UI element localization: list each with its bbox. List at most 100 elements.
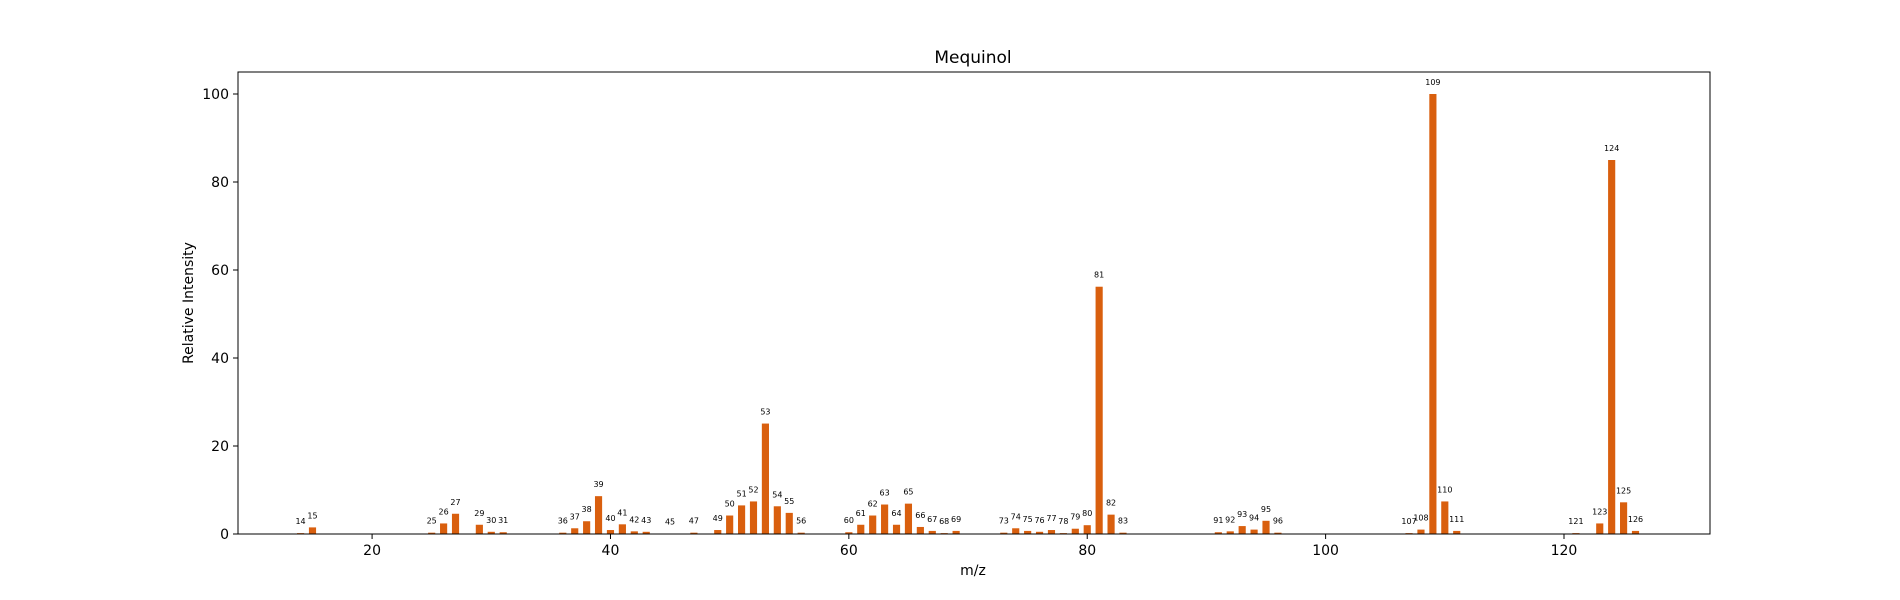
bar-label-mz-25: 25: [427, 517, 437, 526]
bar-label-mz-45: 45: [665, 518, 675, 527]
bar-mz-41: [618, 524, 626, 534]
x-tick-label: 120: [1551, 543, 1578, 559]
x-tick-label: 20: [363, 543, 381, 559]
bar-label-mz-67: 67: [927, 515, 937, 524]
bar-label-mz-37: 37: [570, 512, 580, 521]
y-tick-label: 0: [220, 527, 229, 543]
bar-label-mz-41: 41: [617, 508, 627, 517]
bar-label-mz-79: 79: [1070, 513, 1080, 522]
bar-mz-69: [952, 530, 960, 534]
x-tick-label: 40: [602, 543, 620, 559]
bar-mz-49: [714, 530, 722, 534]
bar-mz-61: [857, 524, 865, 534]
bar-mz-94: [1250, 529, 1258, 534]
bar-mz-15: [308, 527, 317, 534]
bar-mz-81: [1095, 286, 1103, 534]
bar-label-mz-69: 69: [951, 515, 961, 524]
bar-mz-37: [571, 528, 579, 534]
bar-label-mz-125: 125: [1616, 486, 1631, 495]
bar-label-mz-14: 14: [295, 517, 305, 526]
bar-label-mz-42: 42: [629, 515, 639, 524]
bar-label-mz-77: 77: [1046, 514, 1056, 523]
bar-label-mz-81: 81: [1094, 271, 1104, 280]
bar-label-mz-75: 75: [1023, 515, 1033, 524]
bar-label-mz-56: 56: [796, 517, 806, 526]
bar-label-mz-80: 80: [1082, 509, 1092, 518]
bar-label-mz-126: 126: [1628, 515, 1643, 524]
bar-label-mz-95: 95: [1261, 505, 1271, 514]
bar-mz-55: [785, 512, 793, 534]
bar-mz-47: [690, 532, 698, 534]
bar-mz-91: [1214, 532, 1222, 534]
plot-frame: [237, 71, 1711, 535]
bar-label-mz-27: 27: [450, 498, 460, 507]
bar-label-mz-76: 76: [1034, 516, 1044, 525]
bar-mz-38: [583, 521, 591, 534]
bar-label-mz-51: 51: [736, 489, 746, 498]
bar-mz-50: [726, 515, 734, 534]
chart-title: Mequinol: [934, 48, 1011, 68]
bar-mz-92: [1226, 531, 1234, 534]
bar-mz-66: [916, 526, 924, 534]
bar-label-mz-39: 39: [593, 480, 603, 489]
y-tick-label: 80: [211, 175, 229, 191]
bar-mz-82: [1107, 514, 1115, 534]
x-axis-ticks: 20 40 60 80 100 120: [363, 534, 1577, 559]
bar-mz-67: [928, 530, 936, 534]
bar-label-mz-30: 30: [486, 516, 496, 525]
bar-label-mz-52: 52: [748, 485, 758, 494]
bar-label-mz-124: 124: [1604, 144, 1619, 153]
bar-mz-126: [1631, 530, 1640, 534]
bar-label-mz-96: 96: [1273, 517, 1283, 526]
bar-label-mz-82: 82: [1106, 499, 1116, 508]
bar-mz-51: [738, 505, 746, 534]
bar-series: [297, 94, 1640, 534]
bar-label-mz-49: 49: [713, 514, 723, 523]
bar-label-mz-111: 111: [1449, 515, 1464, 524]
bar-mz-29: [475, 524, 483, 534]
bar-label-mz-73: 73: [999, 517, 1009, 526]
x-tick-label: 100: [1312, 543, 1339, 559]
y-tick-label: 40: [211, 351, 229, 367]
bar-mz-93: [1238, 526, 1246, 534]
bar-mz-62: [869, 515, 877, 534]
bar-mz-123: [1596, 523, 1604, 534]
bar-mz-79: [1071, 528, 1079, 534]
bar-label-mz-109: 109: [1425, 78, 1440, 87]
bar-mz-43: [642, 531, 650, 534]
y-tick-label: 20: [211, 439, 229, 455]
y-axis-label: Relative Intensity: [181, 242, 197, 364]
bar-label-mz-26: 26: [439, 507, 449, 516]
bar-label-mz-110: 110: [1437, 485, 1452, 494]
bar-label-mz-15: 15: [307, 511, 317, 520]
bar-mz-53: [761, 423, 769, 534]
bar-label-mz-93: 93: [1237, 510, 1247, 519]
bar-mz-30: [487, 531, 495, 534]
bar-mz-76: [1035, 531, 1044, 534]
bar-label-mz-121: 121: [1568, 517, 1583, 526]
bar-label-mz-64: 64: [891, 509, 901, 518]
bar-mz-108: [1417, 529, 1425, 534]
bar-label-mz-29: 29: [474, 509, 484, 518]
bar-label-mz-123: 123: [1592, 507, 1607, 516]
bar-label-mz-54: 54: [772, 490, 782, 499]
bar-mz-64: [892, 524, 901, 534]
bar-label-mz-107: 107: [1401, 517, 1416, 526]
bar-mz-25: [428, 532, 436, 534]
bar-mz-109: [1429, 94, 1437, 534]
bar-mz-39: [594, 496, 603, 534]
bar-mz-42: [630, 531, 638, 534]
bar-mz-52: [749, 501, 758, 534]
bar-mz-63: [881, 504, 889, 534]
bar-label-mz-108: 108: [1413, 514, 1428, 523]
bar-label-mz-53: 53: [760, 408, 770, 417]
bar-mz-80: [1083, 525, 1091, 534]
bar-mz-27: [451, 513, 460, 534]
bar-mz-60: [845, 532, 853, 534]
y-axis-ticks: 0 20 40 60 80 100: [202, 87, 238, 543]
bar-label-mz-91: 91: [1213, 516, 1223, 525]
bar-label-mz-61: 61: [856, 509, 866, 518]
bar-label-mz-43: 43: [641, 516, 651, 525]
